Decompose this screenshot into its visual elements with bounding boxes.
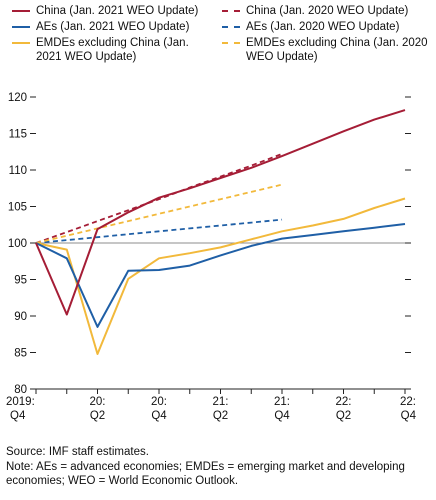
x-tick-label: 20: <box>90 396 106 408</box>
legend-swatch <box>12 42 30 44</box>
series-line <box>35 183 283 244</box>
x-tick-label: 22: <box>336 396 352 408</box>
x-tick-label: Q4 <box>10 410 26 422</box>
legend-label: China (Jan. 2021 WEO Update) <box>36 5 199 17</box>
x-tick-label: Q4 <box>401 410 417 422</box>
legend-label: AEs (Jan. 2021 WEO Update) <box>36 21 190 33</box>
legend-swatch <box>222 42 240 44</box>
x-tick-label: 21: <box>213 396 229 408</box>
y-tick-label: 90 <box>14 311 27 323</box>
legend-swatch <box>222 26 240 28</box>
y-tick-label: 110 <box>9 165 27 177</box>
y-tick-label: 85 <box>14 348 27 360</box>
y-tick-label: 115 <box>9 129 27 141</box>
y-tick-label: 80 <box>14 384 27 396</box>
x-axis: 2019: Q4 20: Q2 20: Q4 21: Q2 21: Q4 22: Q2 22: Q4 <box>6 388 417 422</box>
y-tick-label: 100 <box>8 238 27 250</box>
legend-label: AEs (Jan. 2020 WEO Update) <box>246 21 400 33</box>
legend: China (Jan. 2021 WEO Update) AEs (Jan. 2… <box>0 0 436 72</box>
legend-swatch <box>222 10 240 12</box>
legend-label: EMDEs excluding China (Jan. 2020 WEO Upd… <box>246 37 428 63</box>
y-tick-label: 95 <box>14 275 27 287</box>
x-tick-label: Q2 <box>90 410 105 422</box>
series-line <box>35 109 406 316</box>
line-chart: 80 85 90 95 100 105 110 115 120 2019: Q4 20: Q2 20: Q… <box>6 92 417 422</box>
x-tick-label: 20: <box>151 396 167 408</box>
series-line <box>35 218 283 244</box>
x-tick-label: Q2 <box>336 410 351 422</box>
series-line <box>35 223 406 328</box>
y-axis-ticks: 80 85 90 95 100 105 110 115 120 <box>8 92 411 396</box>
legend-swatch <box>12 26 30 28</box>
notes: Source: IMF staff estimates. Note: AEs =… <box>6 445 434 489</box>
abbreviation-note: Note: AEs = advanced economies; EMDEs = … <box>6 460 405 488</box>
series-lines <box>35 109 406 355</box>
x-tick-label: 22: <box>400 396 416 408</box>
x-tick-label: Q4 <box>274 410 290 422</box>
legend-swatch <box>12 10 30 12</box>
source-note: Source: IMF staff estimates. <box>6 446 149 458</box>
x-tick-label: 21: <box>274 396 290 408</box>
x-tick-label: Q4 <box>151 410 167 422</box>
y-tick-label: 105 <box>8 202 27 214</box>
legend-label: EMDEs excluding China (Jan. 2021 WEO Upd… <box>36 37 189 63</box>
x-tick-label: 2019: <box>6 396 35 408</box>
y-tick-label: 120 <box>8 92 27 104</box>
series-line <box>35 197 406 355</box>
legend-label: China (Jan. 2020 WEO Update) <box>246 5 409 17</box>
series-line <box>35 153 283 244</box>
x-tick-label: Q2 <box>213 410 228 422</box>
